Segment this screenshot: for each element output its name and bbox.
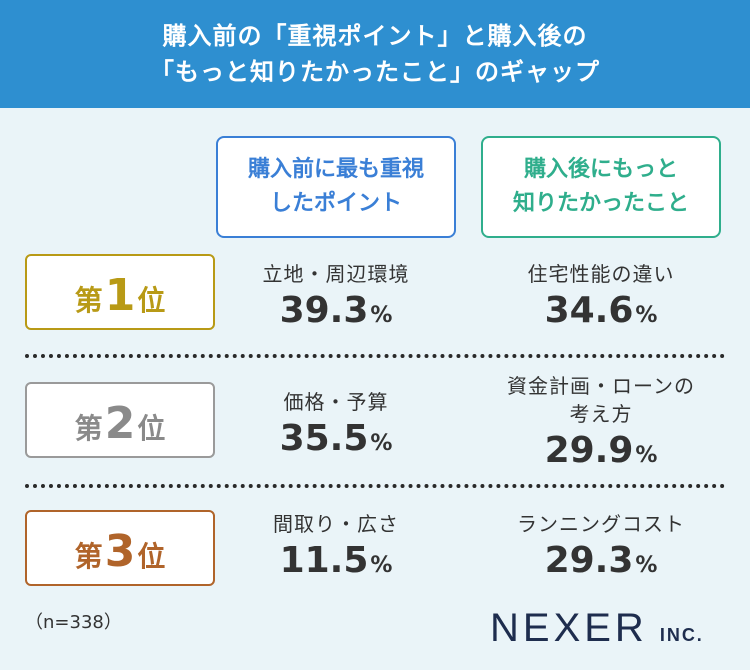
rank-prefix: 第: [74, 540, 103, 573]
row-2-after-cell: 資金計画・ローンの 考え方 29.9%: [476, 372, 726, 479]
row-3-before-percent: 11.5%: [211, 538, 461, 589]
row-1-before-cell: 立地・周辺環境 39.3%: [211, 260, 461, 339]
row-2-after-value: 29.9: [544, 430, 634, 471]
column-header-after-line-2: 知りたかったこと: [512, 191, 689, 216]
row-3-before-label: 間取り・広さ: [273, 512, 399, 536]
logo-wordmark: NEXER: [490, 606, 648, 650]
rank-suffix: 位: [137, 540, 166, 573]
percent-unit: %: [370, 553, 393, 578]
row-2-before-cell: 価格・予算 35.5%: [211, 388, 461, 467]
row-2-before-value: 35.5: [279, 418, 369, 459]
percent-unit: %: [635, 303, 658, 328]
rank-suffix: 位: [137, 412, 166, 445]
row-divider: [25, 484, 725, 488]
nexer-logo: NEXER INC.: [490, 606, 704, 651]
row-1-after-value: 34.6: [544, 290, 634, 331]
rank-number: 2: [104, 398, 136, 449]
row-3-after-value: 29.3: [544, 540, 634, 581]
row-3-before-value: 11.5: [279, 540, 369, 581]
logo-inc: INC.: [659, 625, 704, 645]
percent-unit: %: [635, 443, 658, 468]
rank-suffix: 位: [137, 284, 166, 317]
row-1-before-percent: 39.3%: [211, 288, 461, 339]
rank-prefix: 第: [74, 412, 103, 445]
percent-unit: %: [370, 303, 393, 328]
row-2-before-percent: 35.5%: [211, 416, 461, 467]
row-3-before-cell: 間取り・広さ 11.5%: [211, 510, 461, 589]
header-banner: 購入前の「重視ポイント」と購入後の 「もっと知りたかったこと」のギャップ: [0, 0, 750, 108]
sample-size-note: （n=338）: [25, 612, 122, 633]
row-1-before-value: 39.3: [279, 290, 369, 331]
row-1-after-percent: 34.6%: [476, 288, 726, 339]
title-line-2: 「もっと知りたかったこと」のギャップ: [150, 58, 600, 86]
percent-unit: %: [370, 431, 393, 456]
title-line-1: 購入前の「重視ポイント」と購入後の: [162, 22, 588, 50]
row-2-after-percent: 29.9%: [476, 428, 726, 479]
row-2-before-label: 価格・予算: [283, 390, 389, 414]
column-header-before-line-2: したポイント: [269, 191, 402, 216]
rank-prefix: 第: [74, 284, 103, 317]
row-1-before-label: 立地・周辺環境: [262, 262, 410, 286]
column-header-before-purchase: 購入前に最も重視 したポイント: [216, 136, 456, 238]
rank-number: 1: [104, 270, 136, 321]
rank-number: 3: [104, 526, 136, 577]
row-divider: [25, 354, 725, 358]
percent-unit: %: [635, 553, 658, 578]
row-3-after-cell: ランニングコスト 29.3%: [476, 510, 726, 589]
column-header-after-line-1: 購入後にもっと: [523, 157, 678, 182]
row-3-after-label: ランニングコスト: [517, 512, 685, 536]
column-header-before-line-1: 購入前に最も重視: [247, 157, 424, 182]
row-2-after-label-line-1: 資金計画・ローンの: [507, 374, 695, 398]
row-3-after-percent: 29.3%: [476, 538, 726, 589]
row-1-after-label: 住宅性能の違い: [527, 262, 675, 286]
row-2-after-label-line-2: 考え方: [569, 402, 633, 426]
column-header-after-purchase: 購入後にもっと 知りたかったこと: [481, 136, 721, 238]
row-1-after-cell: 住宅性能の違い 34.6%: [476, 260, 726, 339]
